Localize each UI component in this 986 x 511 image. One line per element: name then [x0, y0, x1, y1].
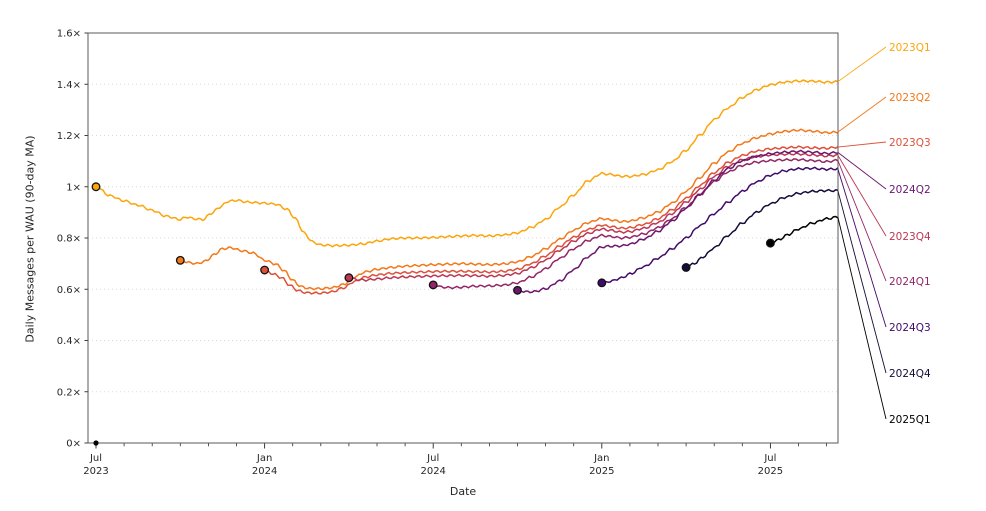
y-tick-label: 0.2× [57, 387, 81, 398]
y-tick-label: 0.6× [57, 285, 81, 296]
series-label-2024Q2: 2024Q2 [889, 184, 931, 196]
origin-marker [93, 440, 99, 446]
y-tick-label: 1.4× [57, 80, 81, 91]
y-tick-label: 0.8× [57, 234, 81, 245]
series-start-marker-2024Q2 [513, 285, 522, 295]
label-leader-2024Q3 [837, 168, 887, 328]
series-label-2024Q3: 2024Q3 [889, 322, 931, 334]
label-leader-2024Q2 [837, 152, 887, 190]
label-leader-2024Q4 [837, 190, 887, 374]
label-leader-2024Q1 [837, 160, 887, 282]
series-line-2024Q1 [432, 158, 839, 290]
x-tick-label: Jan 2025 [589, 453, 614, 477]
series-start-marker-2023Q1 [91, 182, 101, 192]
label-leader-2023Q3 [837, 141, 887, 148]
series-line-2023Q1 [95, 79, 839, 248]
series-label-2025Q1: 2025Q1 [889, 414, 931, 426]
series-start-marker-2024Q3 [597, 278, 607, 288]
x-axis-title: Date [449, 485, 477, 498]
series-start-marker-2023Q4 [344, 273, 354, 283]
label-leader-2025Q1 [837, 216, 887, 420]
series-start-marker-2024Q1 [428, 280, 438, 290]
plot-frame [87, 32, 839, 444]
series-start-marker-2023Q3 [260, 265, 270, 275]
label-leader-2023Q1 [837, 46, 887, 83]
y-tick-label: 0× [66, 439, 81, 450]
series-label-2023Q1: 2023Q1 [889, 42, 931, 54]
y-tick-label: 1.6× [57, 29, 81, 40]
series-start-marker-2023Q2 [175, 255, 185, 265]
y-axis-title: Daily Messages per WAU (90-day MA) [23, 135, 37, 343]
series-label-2024Q1: 2024Q1 [889, 276, 931, 288]
series-label-2023Q2: 2023Q2 [889, 92, 931, 104]
x-tick-label: Jan 2024 [252, 453, 277, 477]
series-line-2023Q4 [348, 152, 839, 282]
label-leader-2023Q4 [837, 155, 887, 237]
series-line-2024Q3 [601, 166, 839, 284]
x-tick-label: Jul 2025 [758, 453, 783, 477]
y-tick-label: 0.4× [57, 336, 81, 347]
x-tick-label: Jul 2023 [83, 453, 108, 477]
series-line-2025Q1 [769, 215, 839, 244]
x-tick-label: Jul 2024 [420, 453, 445, 477]
y-tick-label: 1.2× [57, 131, 81, 142]
series-start-marker-2024Q4 [681, 263, 691, 272]
series-line-2024Q4 [685, 188, 839, 269]
series-lines [95, 79, 839, 295]
series-line-2023Q2 [179, 128, 839, 291]
series-label-2024Q4: 2024Q4 [889, 368, 931, 380]
y-tick-label: 1× [66, 182, 81, 193]
series-start-marker-2025Q1 [765, 238, 775, 248]
label-leader-2023Q2 [837, 96, 887, 133]
series-line-2023Q3 [263, 145, 839, 295]
series-label-2023Q3: 2023Q3 [889, 137, 931, 149]
series-label-2023Q4: 2023Q4 [889, 231, 931, 243]
series-line-2024Q2 [516, 149, 839, 294]
